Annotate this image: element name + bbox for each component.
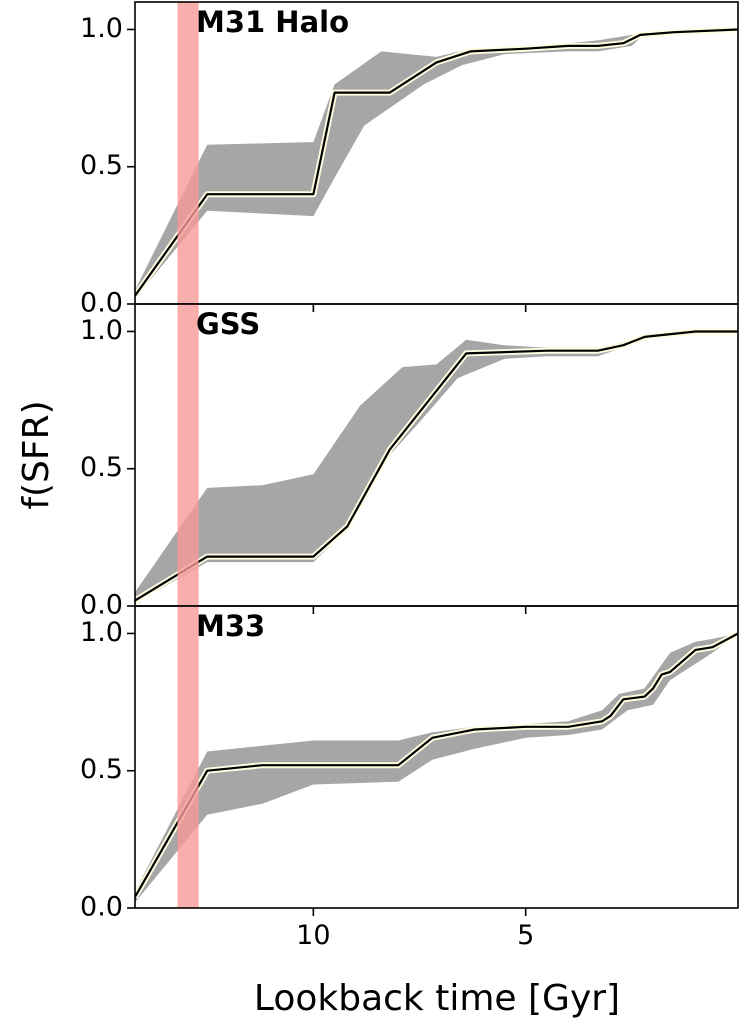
median-line	[135, 330, 738, 602]
x-tick-label: 10	[296, 920, 330, 951]
y-tick-label: 0.0	[80, 892, 123, 923]
y-tick-label: 0.5	[80, 452, 123, 483]
shaded-region	[177, 304, 199, 606]
uncertainty-band	[135, 331, 738, 604]
y-tick-label: 0.0	[80, 590, 123, 621]
panel-m33: 0.0 0.5 1.0 10 5 M33	[80, 605, 739, 951]
y-tick-label: 1.0	[80, 13, 123, 44]
y-axis-label: f(SFR)	[16, 400, 57, 509]
uncertainty-band	[135, 29, 738, 299]
shaded-region	[177, 606, 199, 908]
median-line	[135, 28, 738, 297]
panel-title: M33	[196, 609, 265, 643]
axes-frame	[134, 605, 739, 909]
x-axis-label: Lookback time [Gyr]	[254, 978, 620, 1019]
panel-m31-halo: 0.0 0.5 1.0 M31 Halo	[80, 1, 739, 319]
y-tick-label: 0.0	[80, 288, 123, 319]
y-tick-label: 0.5	[80, 150, 123, 181]
y-tick-label: 1.0	[80, 315, 123, 346]
panel-title: GSS	[196, 307, 260, 341]
y-tick-label: 0.5	[80, 754, 123, 785]
x-tick-label: 5	[517, 920, 534, 951]
median-line	[135, 632, 738, 898]
panel-gss: 0.0 0.5 1.0 GSS	[80, 303, 739, 621]
y-tick-label: 1.0	[80, 617, 123, 648]
panel-title: M31 Halo	[196, 5, 349, 39]
shaded-region	[177, 2, 199, 304]
